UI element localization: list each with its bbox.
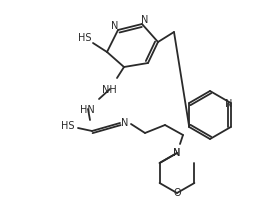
- Text: HN: HN: [80, 105, 94, 115]
- Text: N: N: [173, 148, 181, 158]
- Text: NH: NH: [102, 85, 116, 95]
- Text: N: N: [141, 15, 149, 25]
- Text: N: N: [111, 21, 119, 31]
- Text: N: N: [121, 118, 129, 128]
- Text: HS: HS: [78, 33, 92, 43]
- Text: O: O: [173, 188, 181, 198]
- Text: N: N: [225, 99, 232, 109]
- Text: N: N: [173, 148, 181, 158]
- Text: HS: HS: [61, 121, 75, 131]
